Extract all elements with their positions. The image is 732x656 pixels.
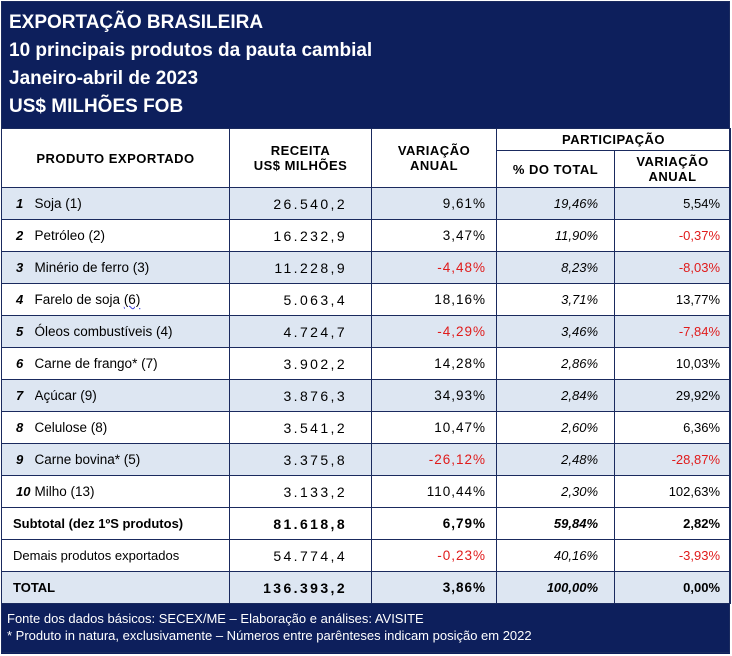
row-rank: 8 [1, 411, 35, 444]
report-subtitle: 10 principais produtos da pauta cambial [9, 40, 373, 61]
row-share-var: 13,77% [614, 283, 732, 316]
row-share-var: 10,03% [614, 347, 732, 380]
demais-share: 40,16% [496, 539, 616, 572]
row-produto: Óleos combustíveis (4) [34, 315, 231, 348]
table-row: 9 Carne bovina* (5) 3.375,8 -26,12% 2,48% -28… [1, 443, 732, 476]
column-header-pct-total: % DO TOTAL [496, 150, 616, 188]
row-rank: 3 [1, 251, 35, 284]
row-variacao: 14,28% [371, 347, 498, 380]
table-row: 7 Açúcar (9) 3.876,3 34,93% 2,84% 29,92% [1, 379, 732, 412]
row-rank: 6 [1, 347, 35, 380]
table-row: 8 Celulose (8) 3.541,2 10,47% 2,60% 6,36% [1, 411, 732, 444]
row-rank: 5 [1, 315, 35, 348]
row-variacao: 18,16% [371, 283, 498, 316]
row-receita: 3.876,3 [229, 379, 373, 412]
row-produto: Carne de frango* (7) [34, 347, 231, 380]
export-table: PRODUTO EXPORTADO RECEITA US$ MILHÕES VAR… [0, 128, 732, 604]
row-variacao: -26,12% [371, 443, 498, 476]
row-share: 19,46% [496, 187, 616, 220]
row-receita: 5.063,4 [229, 283, 373, 316]
row-share: 11,90% [496, 219, 616, 252]
total-label: TOTAL [0, 571, 231, 604]
row-rank: 1 [1, 187, 35, 220]
row-produto: Açúcar (9) [34, 379, 231, 412]
row-share: 2,48% [496, 443, 616, 476]
row-share: 2,30% [496, 475, 616, 508]
row-receita: 3.375,8 [229, 443, 373, 476]
row-variacao: 34,93% [371, 379, 498, 412]
row-share-var: 29,92% [614, 379, 732, 412]
subtotal-variacao: 6,79% [371, 507, 498, 540]
row-share-var: 102,63% [614, 475, 732, 508]
row-produto: Farelo de soja (6) [34, 283, 231, 316]
report-unit: US$ MILHÕES FOB [9, 96, 184, 117]
row-receita: 3.902,2 [229, 347, 373, 380]
report-footer: Fonte dos dados básicos: SECEX/ME – Elab… [1, 604, 730, 654]
row-rank: 4 [1, 283, 35, 316]
footer-note: * Produto in natura, exclusivamente – Nú… [7, 628, 532, 643]
table-row: 5 Óleos combustíveis (4) 4.724,7 -4,29% 3,46… [1, 315, 732, 348]
subtotal-share-var: 2,82% [614, 507, 732, 540]
footer-source: Fonte dos dados básicos: SECEX/ME – Elab… [7, 611, 424, 626]
row-share: 3,71% [496, 283, 616, 316]
row-produto: Carne bovina* (5) [34, 443, 231, 476]
demais-receita: 54.774,4 [229, 539, 373, 572]
row-receita: 26.540,2 [229, 187, 373, 220]
row-rank: 7 [1, 379, 35, 412]
row-produto: Milho (13) [34, 475, 231, 508]
row-share: 8,23% [496, 251, 616, 284]
column-header-part-variacao: VARIAÇÃO ANUAL [614, 150, 732, 188]
report-header: EXPORTAÇÃO BRASILEIRA 10 principais prod… [1, 1, 730, 128]
table-row: 10 Milho (13) 3.133,2 110,44% 2,30% 102,63% [1, 475, 732, 508]
subtotal-receita: 81.618,8 [229, 507, 373, 540]
row-produto: Minério de ferro (3) [34, 251, 231, 284]
row-receita: 3.133,2 [229, 475, 373, 508]
row-share: 2,60% [496, 411, 616, 444]
row-share: 2,84% [496, 379, 616, 412]
total-receita: 136.393,2 [229, 571, 373, 604]
row-share-var: 6,36% [614, 411, 732, 444]
row-variacao: 3,47% [371, 219, 498, 252]
total-variacao: 3,86% [371, 571, 498, 604]
row-rank: 2 [1, 219, 35, 252]
demais-label: Demais produtos exportados [0, 539, 231, 572]
total-row: TOTAL 136.393,2 3,86% 100,00% 0,00% [0, 571, 732, 604]
demais-share-var: -3,93% [614, 539, 732, 572]
row-rank: 10 [1, 475, 35, 508]
row-share-var: -0,37% [614, 219, 732, 252]
table-row: 4 Farelo de soja (6) 5.063,4 18,16% 3,71% 13,… [1, 283, 732, 316]
subtotal-row: Subtotal (dez 1ºS produtos) 81.618,8 6,7… [0, 507, 732, 540]
total-share-var: 0,00% [614, 571, 732, 604]
total-share: 100,00% [496, 571, 616, 604]
column-header-participacao: PARTICIPAÇÃO [496, 128, 732, 151]
report-period: Janeiro-abril de 2023 [9, 68, 199, 89]
report-title: EXPORTAÇÃO BRASILEIRA [9, 12, 264, 33]
row-variacao: 110,44% [371, 475, 498, 508]
row-share-var: -28,87% [614, 443, 732, 476]
column-header-receita: RECEITA US$ MILHÕES [229, 128, 373, 188]
row-share: 3,46% [496, 315, 616, 348]
subtotal-label: Subtotal (dez 1ºS produtos) [0, 507, 231, 540]
row-receita: 4.724,7 [229, 315, 373, 348]
row-variacao: -4,48% [371, 251, 498, 284]
table-row: 3 Minério de ferro (3) 11.228,9 -4,48% 8,23%… [1, 251, 732, 284]
subtotal-share: 59,84% [496, 507, 616, 540]
row-share-var: 5,54% [614, 187, 732, 220]
column-header-variacao: VARIAÇÃO ANUAL [371, 128, 498, 188]
